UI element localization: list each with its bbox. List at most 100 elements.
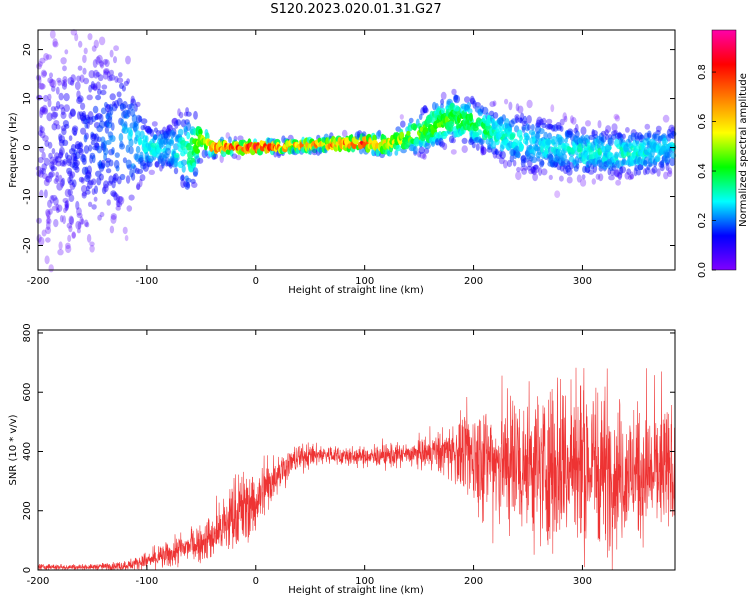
spectrogram-cell-68 xyxy=(50,164,55,172)
spectrogram-cell-1047 xyxy=(413,145,418,155)
spectrogram-cell-447 xyxy=(130,95,135,104)
spectrogram-cell-598 xyxy=(174,159,179,168)
spectrogram-cell-30 xyxy=(42,173,48,180)
spectrogram-cell-405 xyxy=(119,82,124,89)
spectrogram-cell-72 xyxy=(51,85,56,92)
spectrogram-cell-319 xyxy=(99,162,106,170)
spectrogram-cell-1722 xyxy=(611,123,618,132)
spectrogram-cell-74 xyxy=(50,106,57,112)
spectrogram-cell-152 xyxy=(65,242,71,249)
spectrogram-cell-1476 xyxy=(539,160,545,166)
spectrogram-cell-149 xyxy=(66,167,73,175)
spectrogram-cell-1398 xyxy=(517,117,523,123)
spectrogram-cell-402 xyxy=(118,133,124,142)
spectrogram-cell-220 xyxy=(79,74,85,83)
spectrogram-cell-1923 xyxy=(668,124,675,133)
spectrogram-cell-1573 xyxy=(566,176,573,184)
spectrogram-cell-398 xyxy=(116,201,123,208)
spectrogram-cell-210 xyxy=(79,216,84,225)
spectrogram-cell-341 xyxy=(103,69,110,75)
spectrogram-cell-26 xyxy=(41,167,46,175)
spectrogram-cell-482 xyxy=(140,125,146,131)
spectrogram-cell-1617 xyxy=(580,126,587,135)
spectrogram-cell-414 xyxy=(122,226,128,235)
spectrogram-cell-369 xyxy=(109,49,114,58)
snr-y-tick-label: 800 xyxy=(22,323,33,342)
spectrogram-x-tick-label: 0 xyxy=(253,276,259,287)
spectrogram-cell-1132 xyxy=(439,141,446,148)
spectrogram-cell-674 xyxy=(196,157,204,164)
spectrogram-cell-594 xyxy=(173,167,179,175)
spectrogram-cell-195 xyxy=(74,151,81,160)
spectrogram-cell-13 xyxy=(39,189,44,198)
spectrogram-cell-128 xyxy=(61,81,68,90)
spectrogram-cell-1731 xyxy=(614,151,619,159)
spectrogram-cell-1051 xyxy=(413,138,420,147)
spectrogram-cell-677 xyxy=(198,128,203,136)
spectrogram-cell-388 xyxy=(113,192,118,201)
spectrogram-cell-574 xyxy=(167,124,174,132)
spectrogram-cell-201 xyxy=(76,90,81,99)
spectrogram-cell-332 xyxy=(104,101,108,108)
spectrogram-cell-11 xyxy=(38,82,45,90)
spectrogram-cell-1737 xyxy=(614,115,621,122)
spectrogram-cell-1614 xyxy=(580,178,587,187)
spectrogram-cell-295 xyxy=(95,81,101,91)
spectrogram-cell-387 xyxy=(113,173,119,182)
spectrogram-cell-1407 xyxy=(519,143,525,151)
spectrogram-cell-392 xyxy=(115,200,121,208)
spectrogram-cell-281 xyxy=(92,59,98,68)
spectrogram-cell-322 xyxy=(100,107,107,115)
spectrogram-cell-380 xyxy=(112,103,118,112)
spectrogram-cell-52 xyxy=(46,112,53,122)
spectrogram-cell-294 xyxy=(96,136,102,143)
spectrogram-cell-1209 xyxy=(461,137,468,144)
spectrogram-cell-431 xyxy=(126,205,133,212)
spectrogram-cell-442 xyxy=(128,129,134,137)
spectrogram-cell-362 xyxy=(107,116,113,125)
spectrogram-cell-101 xyxy=(57,249,64,256)
colorbar-ticks: 0.0 0.2 0.4 0.6 0.8 xyxy=(697,64,716,278)
spectrogram-cell-189 xyxy=(74,159,80,167)
spectrogram-cell-214 xyxy=(78,141,83,148)
spectrogram-cell-139 xyxy=(64,49,69,55)
spectrogram-cell-49 xyxy=(45,209,51,217)
spectrogram-cell-230 xyxy=(82,158,87,165)
spectrogram-cell-104 xyxy=(58,174,63,183)
spectrogram-cell-1310 xyxy=(492,100,497,107)
spectrogram-cell-282 xyxy=(91,85,98,91)
spectrogram-cell-146 xyxy=(66,154,72,164)
spectrogram-cell-274 xyxy=(91,188,96,196)
spectrogram-cell-343 xyxy=(104,59,110,67)
spectrogram-cell-686 xyxy=(204,150,209,157)
spectrogram-cell-325 xyxy=(101,84,108,90)
spectrogram-cell-159 xyxy=(67,77,75,85)
spectrogram-cell-60 xyxy=(48,208,53,215)
spectrogram-cell-41 xyxy=(43,157,50,166)
spectrogram-cell-1525 xyxy=(554,190,561,198)
spectrogram-cell-1904 xyxy=(662,114,670,123)
spectrogram-cell-179 xyxy=(71,231,76,240)
spectrogram-cell-886 xyxy=(318,147,323,155)
spectrogram-cell-401 xyxy=(118,72,123,78)
spectrogram-cell-383 xyxy=(113,45,119,52)
spectrogram-cell-379 xyxy=(112,177,118,183)
spectrogram-cell-1433 xyxy=(527,159,533,168)
spectrogram-cell-247 xyxy=(84,189,91,195)
spectrogram-cell-167 xyxy=(68,194,75,202)
spectrogram-cell-1546 xyxy=(559,118,565,126)
spectrogram-cell-36 xyxy=(44,140,50,148)
spectrogram-cell-470 xyxy=(137,136,142,146)
spectrogram-cell-84 xyxy=(54,105,59,112)
spectrogram-cell-1690 xyxy=(600,135,607,143)
spectrogram-cell-1461 xyxy=(535,132,540,141)
spectrogram-cell-1427 xyxy=(526,115,532,124)
spectrogram-cell-703 xyxy=(213,152,218,160)
spectrogram-cell-1717 xyxy=(608,175,615,181)
colorbar: 0.0 0.2 0.4 0.6 0.8 Normalized spectral ampl… xyxy=(697,29,749,278)
spectrogram-cell-311 xyxy=(99,211,105,218)
spectrogram-cell-4 xyxy=(36,217,42,224)
spectrogram-cell-656 xyxy=(191,181,198,188)
spectrogram-cell-1370 xyxy=(509,154,515,163)
